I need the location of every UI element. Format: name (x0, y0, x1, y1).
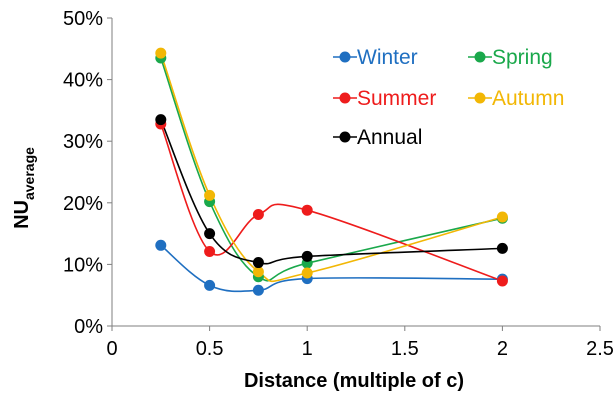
data-point-annual (496, 242, 508, 254)
axes (107, 17, 601, 331)
legend-item-summer: Summer (333, 87, 436, 110)
data-point-winter (204, 279, 216, 291)
legend: Winter Spring Summer Autumn Annual (333, 46, 564, 149)
x-tick-label: 2.5 (586, 338, 613, 360)
data-point-autumn (204, 189, 216, 201)
legend-label-autumn: Autumn (492, 87, 564, 110)
data-point-annual (252, 257, 264, 269)
data-point-summer (496, 275, 508, 287)
data-point-summer (204, 245, 216, 257)
y-axis-title-main: NU (11, 200, 33, 229)
legend-label-spring: Spring (492, 46, 553, 69)
y-tick-label: 40% (63, 70, 103, 92)
data-point-winter (252, 284, 264, 296)
legend-label-annual: Annual (357, 126, 422, 149)
y-tick-label: 0% (74, 316, 103, 338)
data-point-summer (301, 204, 313, 216)
data-point-summer (252, 209, 264, 221)
data-point-winter (155, 239, 167, 251)
legend-swatch-marker-spring (474, 51, 486, 63)
legend-swatch-marker-summer (339, 92, 351, 104)
data-point-autumn (252, 266, 264, 278)
data-point-annual (204, 228, 216, 240)
data-point-autumn (496, 211, 508, 223)
x-tick-label: 1.5 (391, 338, 419, 360)
y-tick-label: 50% (63, 8, 103, 30)
legend-swatch-marker-annual (339, 131, 351, 143)
data-point-autumn (301, 267, 313, 279)
y-tick-label: 10% (63, 254, 103, 276)
x-tick-label: 0 (106, 338, 117, 360)
data-point-autumn (155, 47, 167, 59)
y-axis-title-subscript: average (21, 147, 37, 200)
legend-item-winter: Winter (333, 46, 418, 69)
x-tick-label: 2 (497, 338, 508, 360)
legend-item-spring: Spring (468, 46, 553, 69)
legend-swatch-marker-winter (339, 51, 351, 63)
legend-item-autumn: Autumn (468, 87, 564, 110)
x-tick-label: 1 (302, 338, 313, 360)
x-axis-title: Distance (multiple of c) (244, 370, 464, 392)
tick-labels: 0% 10% 20% 30% 40% 50% 0 0.5 1 1.5 2 2.5 (63, 8, 613, 360)
svg-text:NUaverage: NUaverage (11, 147, 37, 229)
series-line-winter (160, 244, 503, 293)
y-tick-label: 30% (63, 131, 103, 153)
y-tick-label: 20% (63, 193, 103, 215)
legend-label-winter: Winter (357, 46, 418, 69)
data-point-annual (301, 250, 313, 262)
x-tick-label: 0.5 (196, 338, 224, 360)
data-point-annual (155, 114, 167, 126)
legend-swatch-marker-autumn (474, 92, 486, 104)
y-axis-title: NUaverage (11, 147, 37, 229)
legend-label-summer: Summer (357, 87, 436, 110)
legend-item-annual: Annual (333, 126, 422, 149)
series-markers (155, 47, 508, 296)
